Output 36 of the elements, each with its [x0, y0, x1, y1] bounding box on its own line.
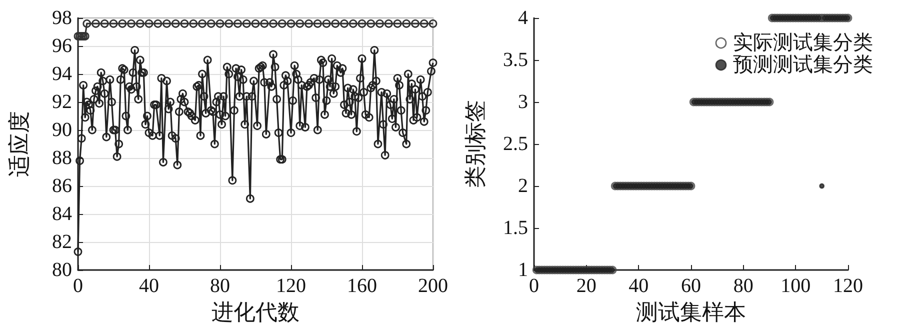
y-tick-label: 94	[52, 63, 72, 85]
x-tick-label: 60	[681, 275, 701, 297]
x-tick-label: 100	[780, 275, 811, 297]
y-axis-title: 类别标签	[462, 100, 488, 188]
y-tick-label: 98	[52, 7, 72, 29]
y-tick-label: 90	[52, 119, 72, 141]
x-tick-label: 80	[733, 275, 754, 297]
x-axis-title: 进化代数	[212, 299, 300, 324]
legend-label: 预测测试集分类	[733, 54, 873, 76]
x-tick-label: 120	[833, 275, 863, 297]
x-tick-label: 0	[529, 275, 539, 297]
y-tick-label: 3.5	[503, 49, 528, 71]
y-tick-label: 2.5	[503, 133, 528, 155]
y-tick-label: 86	[52, 175, 72, 197]
y-tick-label: 3	[518, 91, 528, 113]
x-axis-title: 测试集样本	[636, 299, 746, 324]
y-axis-title: 适应度	[6, 111, 32, 177]
x-tick-label: 40	[139, 275, 159, 297]
x-tick-label: 20	[576, 275, 596, 297]
x-tick-label: 80	[210, 275, 230, 297]
y-tick-label: 4	[518, 7, 528, 29]
x-tick-label: 200	[418, 275, 448, 297]
x-tick-label: 120	[276, 275, 306, 297]
x-tick-label: 160	[347, 275, 377, 297]
legend-label: 实际测试集分类	[733, 32, 873, 54]
x-tick-label: 40	[628, 275, 649, 297]
y-tick-label: 1.5	[503, 217, 528, 239]
x-tick-label: 0	[73, 275, 83, 297]
y-tick-label: 96	[52, 35, 72, 57]
y-tick-label: 88	[52, 147, 72, 169]
y-tick-label: 1	[518, 259, 528, 281]
y-tick-label: 2	[518, 175, 528, 197]
y-tick-label: 80	[52, 259, 72, 281]
y-tick-label: 92	[52, 91, 72, 113]
y-tick-label: 82	[52, 231, 72, 253]
y-tick-label: 84	[52, 203, 72, 225]
